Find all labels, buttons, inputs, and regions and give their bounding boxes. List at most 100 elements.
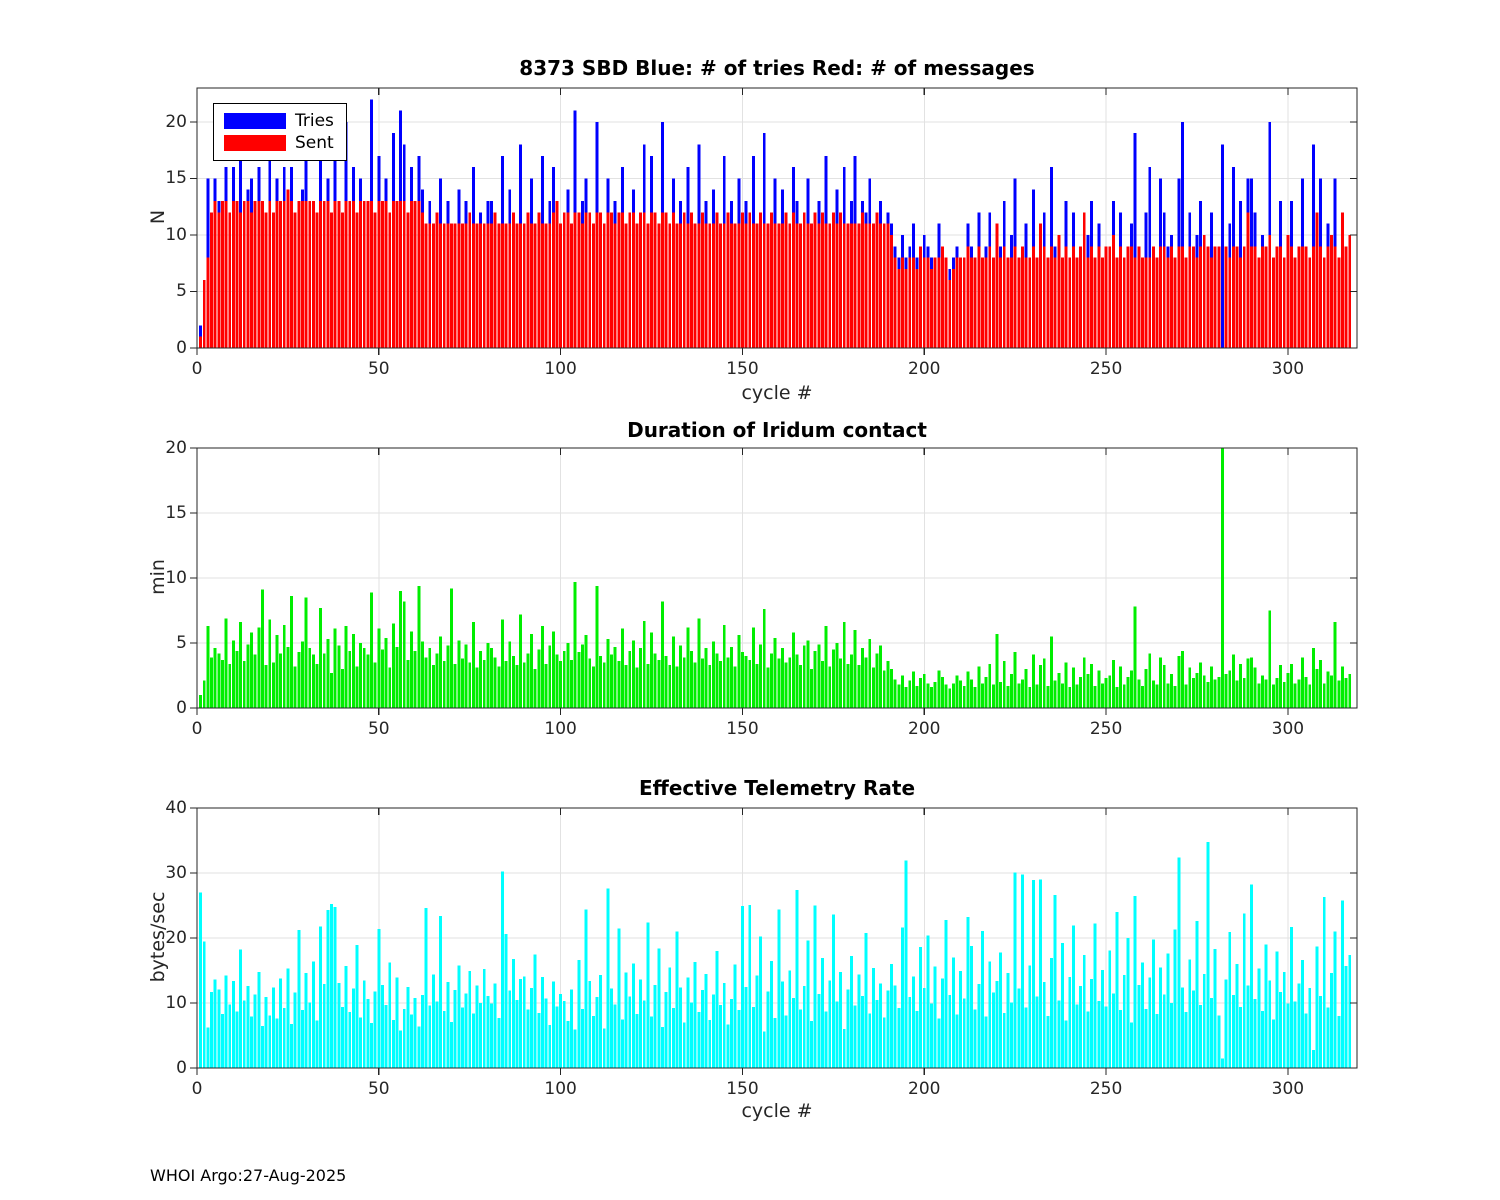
bar	[1330, 675, 1333, 708]
bar	[1250, 246, 1253, 348]
bar	[1122, 684, 1126, 708]
bar	[675, 666, 679, 708]
bar	[621, 212, 624, 348]
grid-lines	[197, 448, 1357, 708]
bar	[497, 223, 501, 348]
bar	[1202, 675, 1206, 708]
bar	[1042, 658, 1046, 708]
bar	[246, 201, 250, 348]
bar	[704, 648, 708, 708]
bar	[733, 964, 737, 1068]
bar	[922, 257, 926, 348]
bar	[1093, 685, 1097, 708]
bar	[1002, 1012, 1006, 1068]
x-tick-label: 150	[726, 359, 759, 379]
bar	[886, 990, 890, 1068]
bar	[559, 661, 563, 708]
bar	[1173, 929, 1177, 1068]
bar	[744, 986, 748, 1068]
bar	[1122, 975, 1126, 1068]
bar	[315, 663, 319, 708]
bar	[850, 956, 853, 1068]
bar	[388, 667, 392, 708]
bar	[1268, 980, 1272, 1068]
chart3-title: Effective Telemetry Rate	[638, 776, 916, 800]
bar	[1010, 257, 1013, 348]
bar	[1046, 257, 1050, 348]
bar	[1326, 246, 1330, 348]
bar	[1126, 676, 1130, 708]
bar	[1144, 257, 1148, 348]
bar	[362, 648, 366, 708]
bar	[1075, 1004, 1079, 1068]
bar	[897, 268, 901, 348]
bar	[882, 1017, 886, 1068]
bar	[781, 981, 784, 1068]
bar	[937, 257, 941, 348]
bar	[1010, 1002, 1013, 1068]
bar	[730, 223, 733, 348]
bar	[228, 212, 232, 348]
bar	[1039, 879, 1043, 1068]
bar	[1341, 900, 1344, 1068]
bar	[1108, 950, 1112, 1068]
bar	[1133, 133, 1137, 348]
bar	[1250, 657, 1253, 708]
bar	[1228, 932, 1232, 1068]
bar	[737, 223, 741, 348]
bar	[446, 223, 450, 348]
bar	[821, 212, 824, 348]
bar	[457, 965, 461, 1068]
bar	[1133, 895, 1137, 1068]
bar	[1286, 1003, 1290, 1068]
bar	[668, 223, 672, 348]
y-tick-label: 5	[176, 633, 187, 653]
bar	[857, 665, 861, 708]
bar	[548, 645, 552, 708]
bar	[224, 975, 228, 1068]
bar	[1279, 991, 1283, 1068]
bar	[584, 212, 588, 348]
bar	[566, 1021, 570, 1068]
legend-row-sent: Sent	[224, 132, 334, 154]
bar	[450, 1021, 453, 1068]
bar	[1082, 954, 1086, 1068]
bar	[508, 990, 512, 1068]
bar	[341, 212, 344, 348]
bar	[635, 223, 639, 348]
bar	[279, 978, 283, 1068]
bar	[424, 657, 428, 708]
bar	[1053, 257, 1057, 348]
bar	[570, 659, 573, 708]
bar	[399, 1030, 403, 1068]
bar	[675, 223, 679, 348]
axes-frame	[196, 87, 1358, 349]
bar	[377, 628, 381, 708]
bar	[1246, 985, 1250, 1068]
bar	[1268, 234, 1272, 348]
bar	[202, 280, 206, 348]
bar	[639, 979, 643, 1068]
bar	[868, 223, 872, 348]
bar	[1101, 257, 1104, 348]
bar	[239, 212, 243, 348]
bar	[646, 663, 650, 708]
bar	[1239, 663, 1243, 708]
bar	[726, 212, 730, 348]
bar	[911, 671, 915, 708]
bar	[410, 631, 413, 708]
bar	[613, 223, 617, 348]
bar	[213, 979, 217, 1068]
bar	[1173, 685, 1177, 708]
bar	[359, 643, 363, 708]
bar	[301, 641, 304, 708]
bar	[668, 665, 672, 708]
bar	[1261, 246, 1264, 348]
bar	[577, 652, 581, 708]
bar	[461, 1007, 464, 1068]
bar	[301, 1010, 304, 1068]
bar	[1231, 995, 1235, 1068]
bar	[661, 212, 664, 348]
y-tick-label: 5	[176, 281, 187, 302]
bar	[257, 627, 261, 708]
